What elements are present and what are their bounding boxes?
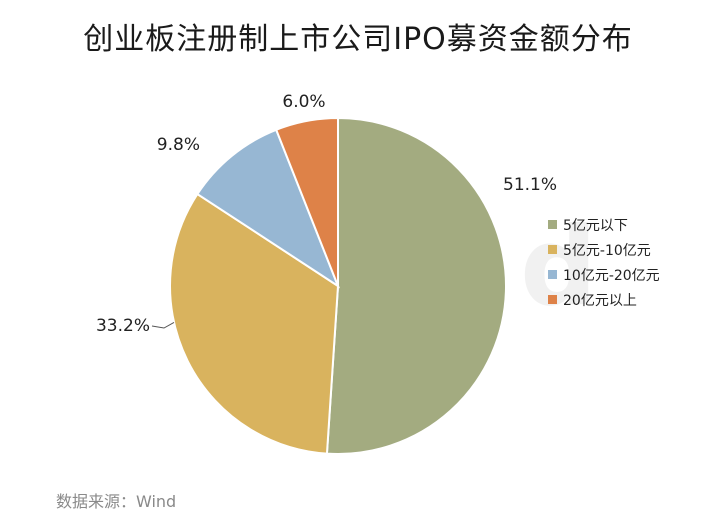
slice-over-20 <box>274 116 339 287</box>
leader-line <box>151 321 175 329</box>
legend-swatch <box>548 220 557 229</box>
legend-label: 20亿元以上 <box>563 292 637 309</box>
source-note: 数据来源：Wind <box>56 492 177 511</box>
slice-10-20 <box>196 128 341 289</box>
data-label: 51.1% <box>503 175 557 195</box>
legend: 5亿元以下 5亿元-10亿元 10亿元-20亿元 20亿元以上 <box>548 212 660 312</box>
legend-swatch <box>548 245 557 254</box>
chart-title: 创业板注册制上市公司IPO募资金额分布 <box>83 22 633 57</box>
legend-swatch <box>548 295 557 304</box>
legend-label: 5亿元-10亿元 <box>563 242 651 259</box>
data-label: 33.2% <box>96 316 150 336</box>
legend-item-over-20: 20亿元以上 <box>548 287 660 312</box>
data-label: 9.8% <box>157 135 200 155</box>
legend-swatch <box>548 270 557 279</box>
legend-label: 10亿元-20亿元 <box>563 267 660 284</box>
data-label: 6.0% <box>282 92 325 112</box>
legend-label: 5亿元以下 <box>563 217 628 234</box>
legend-item-10-20: 10亿元-20亿元 <box>548 262 660 287</box>
slice-under-5 <box>325 116 507 455</box>
legend-item-under-5: 5亿元以下 <box>548 212 660 237</box>
legend-item-5-10: 5亿元-10亿元 <box>548 237 660 262</box>
